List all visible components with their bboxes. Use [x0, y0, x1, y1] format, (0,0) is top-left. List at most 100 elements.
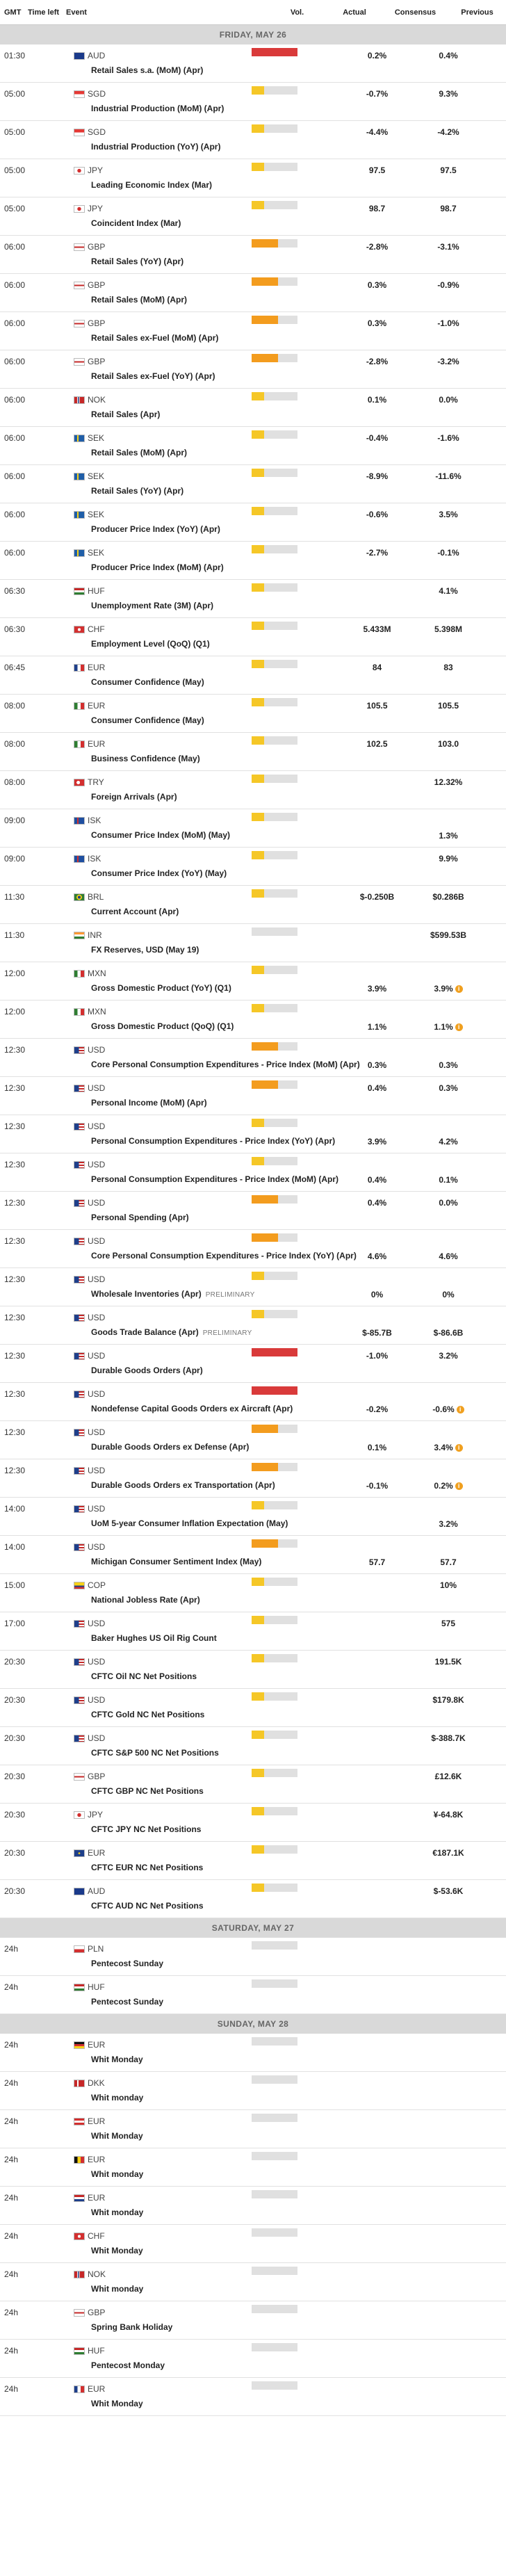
event-name[interactable]: Employment Level (QoQ) (Q1) [91, 639, 210, 649]
event-name[interactable]: Durable Goods Orders ex Defense (Apr) [91, 1442, 249, 1452]
event-row[interactable]: 20:30 EUR CFTC EUR NC Net Positions €187.1K [0, 1842, 506, 1880]
header-gmt[interactable]: GMT [4, 8, 22, 17]
header-consensus[interactable]: Consensus [394, 8, 436, 17]
event-name[interactable]: Whit monday [91, 2208, 143, 2217]
event-name[interactable]: Durable Goods Orders ex Transportation (… [91, 1480, 275, 1490]
revision-info-icon[interactable]: i [455, 1444, 463, 1452]
event-name[interactable]: Whit Monday [91, 2131, 143, 2141]
event-row[interactable]: 06:00 GBP Retail Sales ex-Fuel (MoM) (Apr)… [0, 312, 506, 350]
header-actual[interactable]: Actual [343, 8, 366, 17]
event-name[interactable]: Core Personal Consumption Expenditures -… [91, 1060, 360, 1069]
event-name[interactable]: Producer Price Index (YoY) (Apr) [91, 524, 220, 534]
event-row[interactable]: 12:00 MXN Gross Domestic Product (YoY) (Q1… [0, 962, 506, 1001]
event-row[interactable]: 12:30 USD Personal Consumption Expenditure… [0, 1153, 506, 1192]
event-name[interactable]: Leading Economic Index (Mar) [91, 180, 212, 190]
event-name[interactable]: Whit Monday [91, 2055, 143, 2064]
event-row[interactable]: 14:00 USD Michigan Consumer Sentiment Inde… [0, 1536, 506, 1574]
event-name[interactable]: UoM 5-year Consumer Inflation Expectatio… [91, 1518, 288, 1528]
event-row[interactable]: 11:30 BRL Current Account (Apr) $-0.250B $0.… [0, 886, 506, 924]
event-name[interactable]: Wholesale Inventories (Apr) PRELIMINARY [91, 1289, 255, 1299]
event-row[interactable]: 05:00 JPY Leading Economic Index (Mar) 97.5… [0, 159, 506, 197]
event-row[interactable]: 12:30 USD Durable Goods Orders ex Defense … [0, 1421, 506, 1459]
event-row[interactable]: 12:30 USD Wholesale Inventories (Apr) PRELI… [0, 1268, 506, 1306]
event-row[interactable]: 12:30 USD Personal Spending (Apr) 0.4% 0.0% [0, 1192, 506, 1230]
header-event[interactable]: Event [66, 8, 87, 17]
event-name[interactable]: Consumer Price Index (YoY) (May) [91, 868, 227, 878]
event-name[interactable]: Unemployment Rate (3M) (Apr) [91, 601, 213, 610]
event-row[interactable]: 12:30 USD Nondefense Capital Goods Orders … [0, 1383, 506, 1421]
event-row[interactable]: 24h NOK Whit monday [0, 2263, 506, 2301]
event-name[interactable]: Business Confidence (May) [91, 754, 200, 763]
event-name[interactable]: Retail Sales s.a. (MoM) (Apr) [91, 65, 203, 75]
event-name[interactable]: CFTC Gold NC Net Positions [91, 1710, 204, 1719]
event-name[interactable]: Producer Price Index (MoM) (Apr) [91, 562, 224, 572]
event-row[interactable]: 06:45 EUR Consumer Confidence (May) 84 83 [0, 656, 506, 695]
event-name[interactable]: CFTC S&P 500 NC Net Positions [91, 1748, 219, 1758]
event-row[interactable]: 20:30 USD CFTC Gold NC Net Positions $179.8… [0, 1689, 506, 1727]
header-volatility[interactable]: Vol. [290, 8, 304, 17]
event-name[interactable]: Consumer Confidence (May) [91, 677, 204, 687]
event-row[interactable]: 24h EUR Whit monday [0, 2148, 506, 2187]
event-name[interactable]: Retail Sales ex-Fuel (YoY) (Apr) [91, 371, 215, 381]
event-row[interactable]: 12:30 USD Personal Consumption Expenditure… [0, 1115, 506, 1153]
event-row[interactable]: 09:00 ISK Consumer Price Index (YoY) (May)… [0, 848, 506, 886]
revision-info-icon[interactable]: i [455, 1482, 463, 1490]
event-row[interactable]: 20:30 JPY CFTC JPY NC Net Positions ¥-64.8K [0, 1804, 506, 1842]
event-name[interactable]: Foreign Arrivals (Apr) [91, 792, 177, 802]
event-name[interactable]: Retail Sales ex-Fuel (MoM) (Apr) [91, 333, 218, 343]
event-row[interactable]: 06:00 GBP Retail Sales (YoY) (Apr) -2.8% -3.… [0, 236, 506, 274]
event-name[interactable]: Nondefense Capital Goods Orders ex Aircr… [91, 1404, 293, 1413]
event-name[interactable]: Personal Income (MoM) (Apr) [91, 1098, 207, 1108]
event-row[interactable]: 24h EUR Whit monday [0, 2187, 506, 2225]
event-name[interactable]: Whit Monday [91, 2399, 143, 2408]
event-row[interactable]: 12:30 USD Goods Trade Balance (Apr) PRELIMI… [0, 1306, 506, 1345]
event-row[interactable]: 09:00 ISK Consumer Price Index (MoM) (May)… [0, 809, 506, 848]
event-row[interactable]: 05:00 SGD Industrial Production (MoM) (Apr… [0, 83, 506, 121]
event-row[interactable]: 12:30 USD Core Personal Consumption Expend… [0, 1039, 506, 1077]
event-row[interactable]: 17:00 USD Baker Hughes US Oil Rig Count 575 [0, 1612, 506, 1651]
event-name[interactable]: Consumer Confidence (May) [91, 715, 204, 725]
revision-info-icon[interactable]: i [456, 1406, 464, 1413]
event-row[interactable]: 20:30 USD CFTC S&P 500 NC Net Positions $-3… [0, 1727, 506, 1765]
event-row[interactable]: 06:30 HUF Unemployment Rate (3M) (Apr) 4.1% [0, 580, 506, 618]
event-name[interactable]: Industrial Production (MoM) (Apr) [91, 104, 224, 113]
event-name[interactable]: Michigan Consumer Sentiment Index (May) [91, 1557, 261, 1566]
event-name[interactable]: Retail Sales (Apr) [91, 410, 160, 419]
event-name[interactable]: Retail Sales (MoM) (Apr) [91, 448, 187, 457]
event-name[interactable]: Spring Bank Holiday [91, 2322, 172, 2332]
event-row[interactable]: 14:00 USD UoM 5-year Consumer Inflation Ex… [0, 1498, 506, 1536]
event-row[interactable]: 24h CHF Whit Monday [0, 2225, 506, 2263]
event-name[interactable]: Gross Domestic Product (YoY) (Q1) [91, 983, 231, 993]
event-row[interactable]: 12:30 USD Personal Income (MoM) (Apr) 0.4% 0… [0, 1077, 506, 1115]
event-row[interactable]: 20:30 USD CFTC Oil NC Net Positions 191.5K [0, 1651, 506, 1689]
event-name[interactable]: CFTC Oil NC Net Positions [91, 1671, 197, 1681]
event-row[interactable]: 06:00 GBP Retail Sales (MoM) (Apr) 0.3% -0.9… [0, 274, 506, 312]
event-row[interactable]: 20:30 GBP CFTC GBP NC Net Positions £12.6K [0, 1765, 506, 1804]
event-name[interactable]: FX Reserves, USD (May 19) [91, 945, 199, 955]
event-row[interactable]: 24h GBP Spring Bank Holiday [0, 2301, 506, 2340]
header-time-left[interactable]: Time left [28, 8, 60, 17]
event-name[interactable]: Pentecost Sunday [91, 1997, 163, 2007]
event-row[interactable]: 15:00 COP National Jobless Rate (Apr) 10% [0, 1574, 506, 1612]
event-row[interactable]: 05:00 JPY Coincident Index (Mar) 98.7 98.7 [0, 197, 506, 236]
event-name[interactable]: Baker Hughes US Oil Rig Count [91, 1633, 217, 1643]
event-name[interactable]: National Jobless Rate (Apr) [91, 1595, 200, 1605]
event-row[interactable]: 24h EUR Whit Monday [0, 2034, 506, 2072]
header-previous[interactable]: Previous [461, 8, 493, 17]
event-name[interactable]: Pentecost Sunday [91, 1959, 163, 1968]
event-name[interactable]: Whit monday [91, 2284, 143, 2294]
event-row[interactable]: 01:30 AUD Retail Sales s.a. (MoM) (Apr) 0.2… [0, 44, 506, 83]
event-name[interactable]: Whit monday [91, 2169, 143, 2179]
event-row[interactable]: 06:00 SEK Producer Price Index (YoY) (Apr)… [0, 503, 506, 542]
event-name[interactable]: Goods Trade Balance (Apr) PRELIMINARY [91, 1327, 252, 1337]
event-name[interactable]: Current Account (Apr) [91, 907, 179, 916]
event-row[interactable]: 08:00 TRY Foreign Arrivals (Apr) 12.32% [0, 771, 506, 809]
event-row[interactable]: 24h EUR Whit Monday [0, 2110, 506, 2148]
event-name[interactable]: Whit Monday [91, 2246, 143, 2255]
event-row[interactable]: 24h PLN Pentecost Sunday [0, 1938, 506, 1976]
event-name[interactable]: Coincident Index (Mar) [91, 218, 181, 228]
event-name[interactable]: Retail Sales (YoY) (Apr) [91, 486, 183, 496]
event-name[interactable]: Retail Sales (MoM) (Apr) [91, 295, 187, 305]
event-row[interactable]: 24h EUR Whit Monday [0, 2378, 506, 2416]
event-name[interactable]: Personal Consumption Expenditures - Pric… [91, 1136, 335, 1146]
